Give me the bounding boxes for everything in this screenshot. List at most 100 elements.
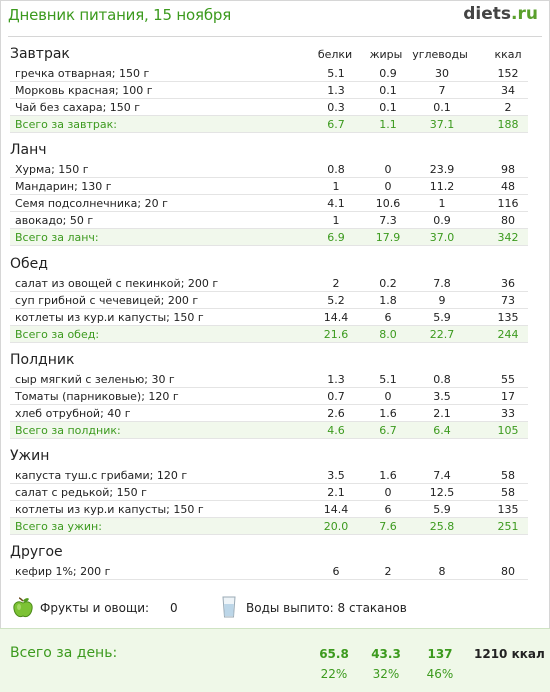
food-fat: 0.9 — [379, 67, 397, 80]
food-protein: 0.8 — [327, 163, 345, 176]
total-fat: 8.0 — [379, 328, 397, 341]
food-fat: 0 — [384, 163, 392, 176]
column-header-protein: белки — [317, 48, 353, 61]
food-row[interactable]: гречка отварная; 150 г 5.1 0.9 30 152 — [10, 65, 528, 82]
section-total-row: Всего за завтрак: 6.7 1.1 37.1 188 — [10, 116, 528, 133]
food-kcal: 34 — [501, 84, 515, 97]
food-kcal: 152 — [497, 67, 519, 80]
food-name: котлеты из кур.и капусты; 150 г — [15, 503, 204, 516]
total-carbs: 25.8 — [429, 520, 455, 533]
section-title: Другое — [10, 544, 63, 560]
day-carbs-percent: 46% — [426, 667, 454, 681]
food-kcal: 55 — [501, 373, 515, 386]
brand-tld: .ru — [511, 4, 538, 24]
day-total-fat: 43.3 — [371, 647, 401, 661]
section-title: Обед — [10, 256, 48, 272]
food-kcal: 135 — [497, 311, 519, 324]
food-name: капуста туш.с грибами; 120 г — [15, 469, 188, 482]
food-carbs: 5.9 — [433, 503, 451, 516]
food-row[interactable]: капуста туш.с грибами; 120 г 3.5 1.6 7.4 58 — [10, 467, 528, 484]
food-kcal: 80 — [501, 214, 515, 227]
total-fat: 7.6 — [379, 520, 397, 533]
column-header-kcal: ккал — [494, 48, 522, 61]
food-kcal: 58 — [501, 486, 515, 499]
food-row[interactable]: авокадо; 50 г 1 7.3 0.9 80 — [10, 212, 528, 229]
food-name: салат с редькой; 150 г — [15, 486, 147, 499]
food-carbs: 7.4 — [433, 469, 451, 482]
brand-logo[interactable]: diets.ru — [463, 4, 538, 24]
food-carbs: 5.9 — [433, 311, 451, 324]
total-label: Всего за ужин: — [15, 520, 102, 533]
food-name: Томаты (парниковые); 120 г — [15, 390, 179, 403]
total-kcal: 251 — [497, 520, 519, 533]
total-carbs: 22.7 — [429, 328, 455, 341]
food-kcal: 73 — [501, 294, 515, 307]
food-fat: 0.1 — [379, 101, 397, 114]
food-name: Чай без сахара; 150 г — [15, 101, 141, 114]
food-carbs: 0.1 — [433, 101, 451, 114]
food-row[interactable]: кефир 1%; 200 г 6 2 8 80 — [10, 563, 528, 580]
food-protein: 5.2 — [327, 294, 345, 307]
food-kcal: 116 — [497, 197, 519, 210]
food-name: гречка отварная; 150 г — [15, 67, 150, 80]
food-name: Морковь красная; 100 г — [15, 84, 153, 97]
food-row[interactable]: салат с редькой; 150 г 2.1 0 12.5 58 — [10, 484, 528, 501]
food-row[interactable]: Семя подсолнечника; 20 г 4.1 10.6 1 116 — [10, 195, 528, 212]
food-name: котлеты из кур.и капусты; 150 г — [15, 311, 204, 324]
food-protein: 2.1 — [327, 486, 345, 499]
food-row[interactable]: котлеты из кур.и капусты; 150 г 14.4 6 5.9 1… — [10, 309, 528, 326]
food-carbs: 8 — [438, 565, 446, 578]
day-protein-percent: 22% — [320, 667, 348, 681]
section-title: Ланч — [10, 142, 47, 158]
food-carbs: 11.2 — [429, 180, 455, 193]
section-title: Ужин — [10, 448, 50, 464]
food-kcal: 80 — [501, 565, 515, 578]
total-kcal: 188 — [497, 118, 519, 131]
food-fat: 2 — [384, 565, 392, 578]
food-name: суп грибной с чечевицей; 200 г — [15, 294, 199, 307]
day-total-box: Всего за день: 65.8 43.3 137 1210 ккал 2… — [0, 628, 550, 692]
food-fat: 1.8 — [379, 294, 397, 307]
food-name: салат из овощей с пекинкой; 200 г — [15, 277, 219, 290]
food-row[interactable]: Томаты (парниковые); 120 г 0.7 0 3.5 17 — [10, 388, 528, 405]
food-row[interactable]: котлеты из кур.и капусты; 150 г 14.4 6 5.9 1… — [10, 501, 528, 518]
food-fat: 0.1 — [379, 84, 397, 97]
food-row[interactable]: Хурма; 150 г 0.8 0 23.9 98 — [10, 161, 528, 178]
total-protein: 6.9 — [327, 231, 345, 244]
page-title: Дневник питания, 15 ноября — [8, 6, 232, 24]
food-name: Хурма; 150 г — [15, 163, 89, 176]
header-divider — [8, 36, 542, 37]
header: Дневник питания, 15 ноября diets.ru — [0, 0, 550, 36]
total-carbs: 37.0 — [429, 231, 455, 244]
day-total-protein: 65.8 — [319, 647, 349, 661]
food-row[interactable]: сыр мягкий с зеленью; 30 г 1.3 5.1 0.8 55 — [10, 371, 528, 388]
food-carbs: 23.9 — [429, 163, 455, 176]
total-label: Всего за завтрак: — [15, 118, 118, 131]
food-protein: 5.1 — [327, 67, 345, 80]
water-intake-label: Воды выпито: 8 стаканов — [246, 601, 407, 615]
total-protein: 4.6 — [327, 424, 345, 437]
food-row[interactable]: Чай без сахара; 150 г 0.3 0.1 0.1 2 — [10, 99, 528, 116]
day-total-kcal: 1210 ккал — [474, 647, 545, 661]
food-row[interactable]: Мандарин; 130 г 1 0 11.2 48 — [10, 178, 528, 195]
food-kcal: 135 — [497, 503, 519, 516]
food-name: авокадо; 50 г — [15, 214, 94, 227]
food-name: Мандарин; 130 г — [15, 180, 112, 193]
food-protein: 0.3 — [327, 101, 345, 114]
section-total-row: Всего за обед: 21.6 8.0 22.7 244 — [10, 326, 528, 343]
food-name: хлеб отрубной; 40 г — [15, 407, 131, 420]
food-row[interactable]: хлеб отрубной; 40 г 2.6 1.6 2.1 33 — [10, 405, 528, 422]
total-label: Всего за ланч: — [15, 231, 99, 244]
food-row[interactable]: суп грибной с чечевицей; 200 г 5.2 1.8 9 73 — [10, 292, 528, 309]
extras-bar: Фрукты и овощи: 0 Воды выпито: 8 стакано… — [0, 596, 550, 622]
food-fat: 0 — [384, 180, 392, 193]
food-row[interactable]: Морковь красная; 100 г 1.3 0.1 7 34 — [10, 82, 528, 99]
food-fat: 0 — [384, 486, 392, 499]
food-name: Семя подсолнечника; 20 г — [15, 197, 168, 210]
total-protein: 20.0 — [323, 520, 349, 533]
day-fat-percent: 32% — [372, 667, 400, 681]
food-protein: 3.5 — [327, 469, 345, 482]
food-row[interactable]: салат из овощей с пекинкой; 200 г 2 0.2 7.8… — [10, 275, 528, 292]
food-protein: 1.3 — [327, 84, 345, 97]
food-fat: 1.6 — [379, 469, 397, 482]
